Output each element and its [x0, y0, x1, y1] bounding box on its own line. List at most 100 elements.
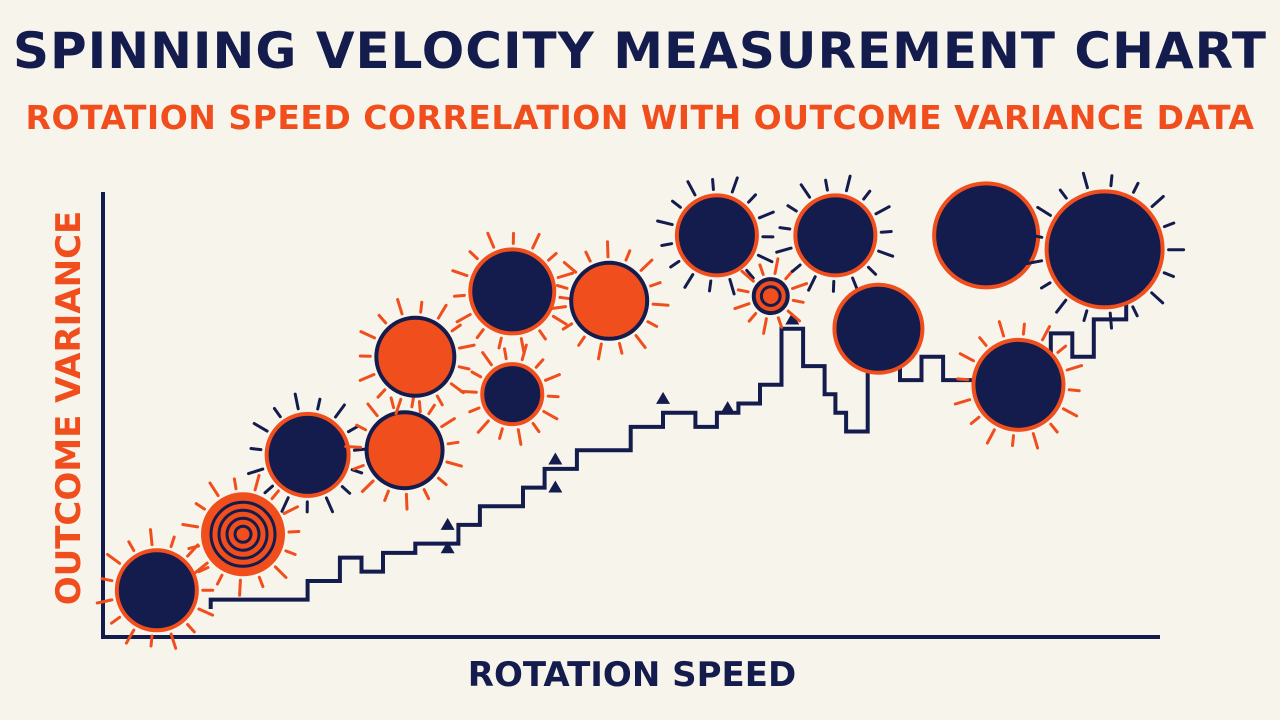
bubble-ray [263, 484, 274, 495]
bubble-ray [1011, 434, 1015, 447]
bubble-ray [1162, 271, 1175, 278]
x-axis-label: ROTATION SPEED [468, 655, 796, 695]
bubble-ray [1150, 195, 1165, 208]
bubble-ray [197, 566, 210, 574]
bubble-ray [427, 403, 436, 416]
bubble-ray [669, 259, 681, 269]
bubble-ray [253, 473, 261, 492]
bubble-ray [470, 370, 483, 379]
bubble-ray [958, 352, 975, 363]
bubble-ray [660, 242, 674, 247]
bubble-ray [486, 231, 496, 249]
bubble-ray [1108, 311, 1113, 330]
bubble-ray [877, 249, 895, 258]
bubble-ray [417, 400, 422, 414]
bubble-ray [867, 265, 878, 276]
bubble-ray [542, 410, 559, 421]
bubble-ray [1082, 309, 1089, 322]
bubble-ray [422, 488, 431, 501]
bubble-ray [1109, 174, 1114, 188]
bubble-ray [453, 293, 466, 298]
bubble-ray [547, 252, 558, 262]
bubble-point [832, 282, 925, 375]
bubble-point [733, 257, 809, 335]
bubble-ray [555, 284, 569, 290]
bubble-ray [1025, 259, 1044, 265]
bubble-ray [747, 193, 757, 204]
bubble-ray [257, 575, 265, 589]
bubble-ray [807, 275, 817, 292]
bubble-ray [272, 407, 282, 419]
bubble-ray [1061, 407, 1079, 418]
bubble-point [932, 181, 1041, 290]
bubble-ray [757, 210, 775, 220]
bubble-ray [450, 323, 462, 333]
bubble-core [759, 285, 782, 307]
bubble-ray [756, 253, 774, 264]
bubble-circle [932, 181, 1041, 290]
chart-axes [101, 192, 1160, 639]
chart-title: SPINNING VELOCITY MEASUREMENT CHART [12, 22, 1268, 80]
triangle-marker [548, 452, 563, 465]
bubble-ray [683, 273, 695, 289]
bubble-ray [324, 496, 334, 514]
bubble-ray [440, 417, 456, 429]
bubble-ray [791, 298, 805, 304]
bubble-ray [475, 328, 485, 340]
bubble-ray [377, 313, 388, 325]
triangle-marker [785, 312, 800, 325]
bubble-ray [394, 397, 403, 416]
bubble-point [451, 231, 575, 355]
marker-layer [440, 312, 800, 554]
bubble-ray [799, 183, 812, 199]
bubble-ray [396, 298, 404, 316]
bubble-ray [762, 317, 768, 335]
bubble-ray [775, 246, 793, 254]
chart-subtitle: ROTATION SPEED CORRELATION WITH OUTCOME … [25, 98, 1255, 137]
bubble-ray [355, 423, 368, 432]
bubble-ray [862, 189, 872, 201]
bubble-ray [459, 389, 478, 394]
bubble-ray [436, 303, 448, 320]
bubble-ray [711, 178, 715, 191]
bubble-ray [1036, 205, 1052, 217]
bubble-ray [455, 313, 472, 324]
bubble-ray [546, 394, 560, 399]
bubble-ray [273, 565, 288, 579]
triangle-marker [440, 517, 455, 530]
bubble-circle [569, 260, 650, 341]
bubble-ray [383, 489, 390, 502]
bubble-point [775, 174, 895, 294]
bubble-ray [985, 428, 996, 445]
bubble-ray [1040, 281, 1052, 290]
bubble-ray [758, 263, 765, 276]
bubble-ray [419, 300, 424, 314]
bubble-ray [953, 398, 972, 406]
bubble-ray [149, 634, 154, 648]
bubble-ray [252, 422, 269, 433]
bubble-ray [997, 320, 1006, 338]
bubble-ray [736, 288, 750, 294]
bubble-ray [468, 406, 481, 414]
bubble-ray [366, 402, 379, 418]
bubble-ray [606, 240, 610, 259]
bubble-ray [334, 403, 346, 419]
bubble-ray [562, 261, 578, 274]
bubble-ray [786, 204, 798, 213]
bubble-point [656, 176, 775, 296]
bubble-inner-ring [233, 524, 253, 544]
bubble-ray [358, 373, 376, 382]
bubble-ray [280, 496, 290, 513]
bubble-ray [551, 314, 568, 326]
bubble-ray [624, 249, 632, 262]
bubble-ray [538, 329, 547, 341]
bubble-ray [282, 505, 299, 515]
bubble-ray [347, 425, 359, 434]
bubble-ray [249, 447, 263, 452]
bubble-ray [404, 492, 409, 511]
bubble-ray [1162, 221, 1176, 229]
bubble-ray [534, 358, 545, 369]
bubble-ray [451, 269, 469, 278]
bubble-ray [187, 544, 200, 551]
bubble-ray [389, 396, 396, 410]
